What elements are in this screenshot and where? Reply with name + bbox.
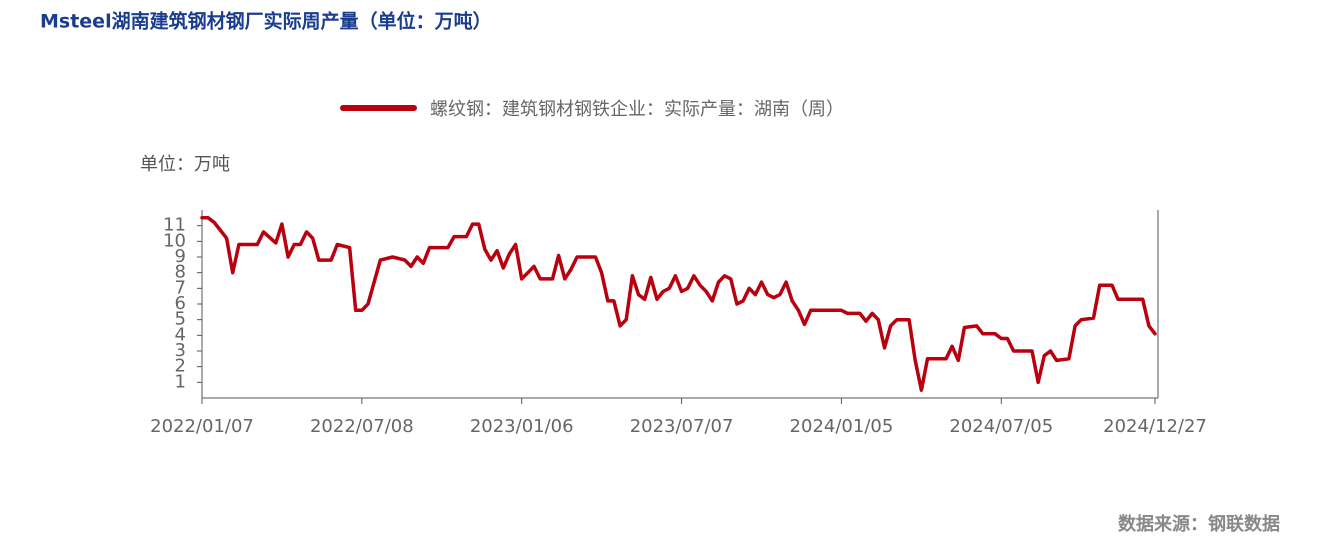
y-tick-label: 2 <box>175 356 186 377</box>
source: 数据来源：钢联数据 <box>1118 513 1280 535</box>
x-tick-label: 2024/01/05 <box>790 416 894 437</box>
y-tick-label: 5 <box>175 309 186 330</box>
y-tick-label: 4 <box>175 324 186 345</box>
x-tick-label: 2023/01/06 <box>470 416 574 437</box>
y-tick-label: 3 <box>175 340 186 361</box>
y-tick-label: 10 <box>163 230 186 251</box>
x-tick-label: 2024/07/05 <box>949 416 1053 437</box>
y-tick-label: 8 <box>175 262 186 283</box>
y-tick-label: 7 <box>175 277 186 298</box>
x-tick-label: 2024/12/27 <box>1103 416 1207 437</box>
unit-label: 单位：万吨 <box>140 154 230 175</box>
y-tick-label: 1 <box>175 371 186 392</box>
y-tick-label: 9 <box>175 246 186 267</box>
legend-label: 螺纹钢：建筑钢材钢铁企业：实际产量：湖南（周） <box>430 99 844 120</box>
x-tick-label: 2022/07/08 <box>310 416 414 437</box>
chart-title: Msteel湖南建筑钢材钢厂实际周产量（单位：万吨） <box>40 10 492 33</box>
y-tick-label: 11 <box>163 215 186 236</box>
x-tick-label: 2023/07/07 <box>630 416 734 437</box>
x-tick-label: 2022/01/07 <box>150 416 254 437</box>
y-tick-label: 6 <box>175 293 186 314</box>
line-series <box>200 216 1157 392</box>
